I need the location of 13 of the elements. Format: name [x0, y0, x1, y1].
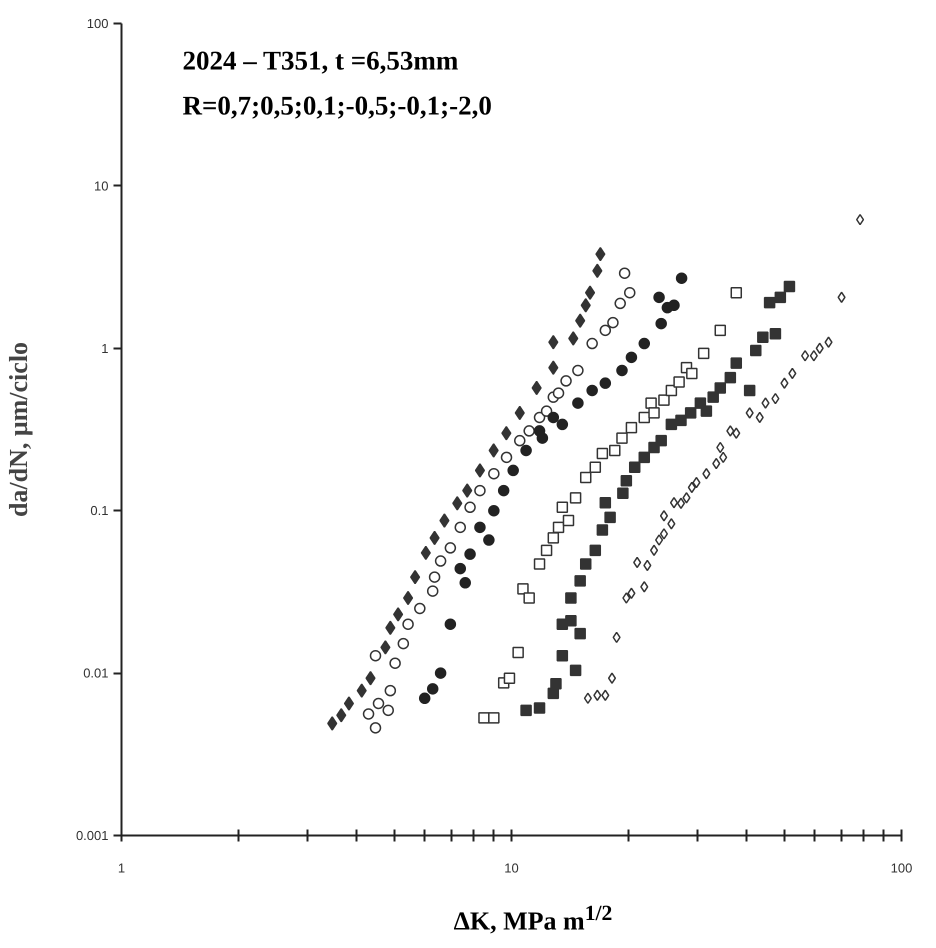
y-tick-label: 0.1 — [90, 503, 109, 518]
x-tick-label: 100 — [890, 860, 912, 876]
x-axis-title: ΔK, MPa m$^{1/2}$ — [454, 900, 612, 938]
x-tick-label: 10 — [504, 860, 519, 876]
y-tick-label: 1 — [101, 340, 109, 356]
y-tick-label: 0.001 — [76, 828, 109, 843]
y-tick-label: 0.01 — [83, 666, 109, 681]
text: 2024 – T351, t =6,53mm — [182, 46, 459, 76]
y-axis-title: da/dN, μm/ciclo — [4, 342, 33, 518]
text: R=0,7;0,5;0,1;-0,5;-0,1;-2,0 — [182, 90, 492, 120]
y-tick-label: 10 — [94, 178, 109, 194]
x-tick-label: 1 — [118, 860, 126, 876]
y-tick-label: 100 — [86, 16, 109, 31]
